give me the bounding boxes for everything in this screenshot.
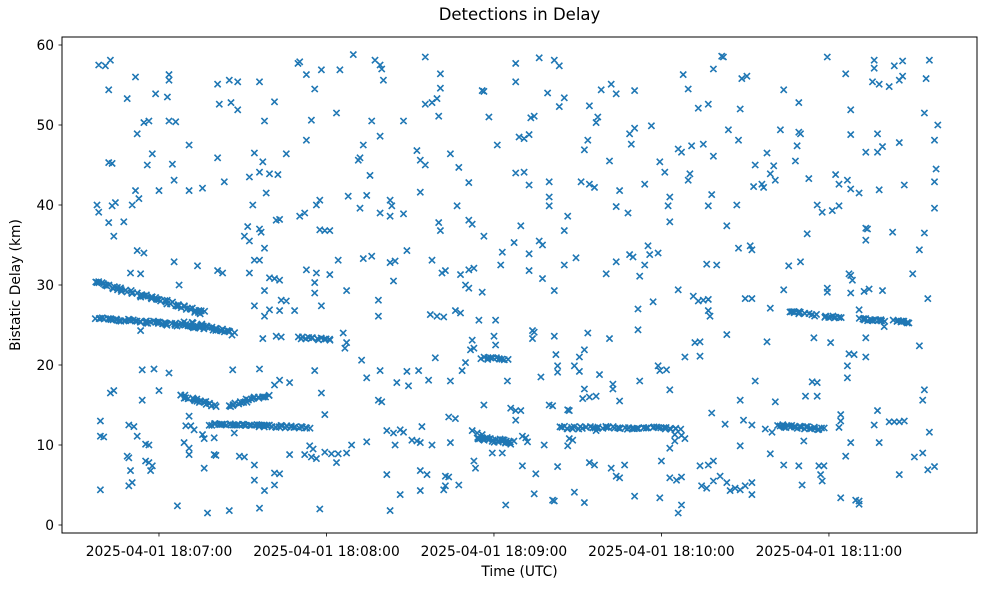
y-tick-label: 20	[36, 358, 54, 374]
y-tick-label: 30	[36, 278, 54, 294]
plot-area	[61, 36, 978, 534]
y-tick-label: 50	[36, 118, 54, 134]
x-tick-label: 2025-04-01 18:09:00	[421, 544, 568, 560]
x-tick-label: 2025-04-01 18:08:00	[253, 544, 400, 560]
y-tick-label: 0	[45, 518, 54, 534]
x-tick-label: 2025-04-01 18:11:00	[756, 544, 903, 560]
y-tick-label: 10	[36, 438, 54, 454]
x-tick-label: 2025-04-01 18:10:00	[588, 544, 735, 560]
scatter-points	[91, 50, 942, 517]
x-axis-label: Time (UTC)	[481, 564, 558, 580]
x-tick-label: 2025-04-01 18:07:00	[86, 544, 233, 560]
chart-title: Detections in Delay	[438, 5, 601, 24]
y-tick-label: 40	[36, 198, 54, 214]
y-axis-label: Bistatic Delay (km)	[8, 219, 24, 351]
y-tick-label: 60	[36, 38, 54, 54]
